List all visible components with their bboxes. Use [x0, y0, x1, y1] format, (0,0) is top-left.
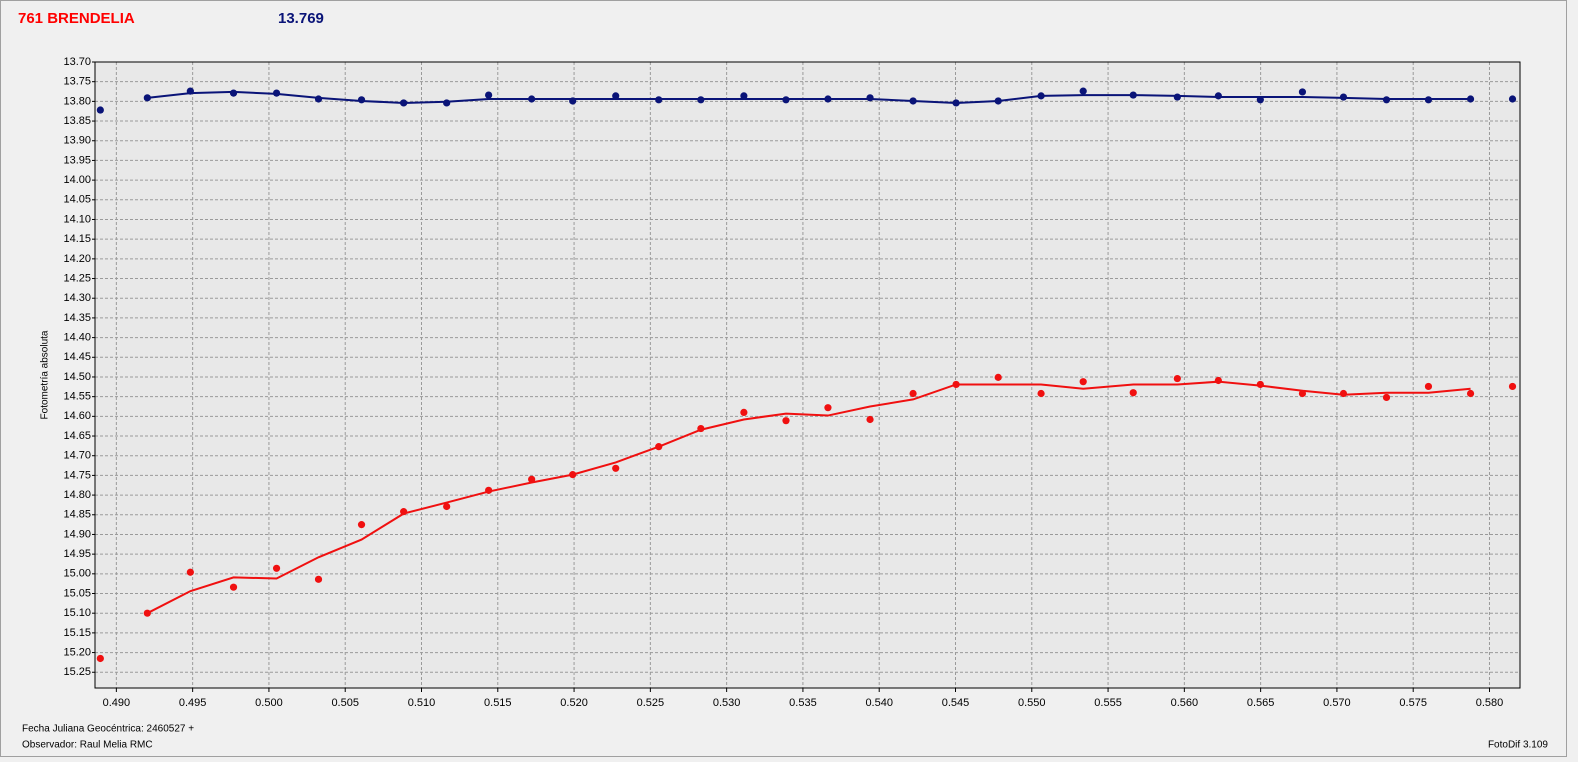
x-tick-label: 0.555: [1094, 697, 1122, 709]
y-tick-label: 15.10: [63, 607, 91, 619]
y-tick-label: 14.40: [63, 332, 91, 344]
data-point: [1173, 93, 1181, 101]
y-tick-label: 13.85: [63, 115, 91, 127]
x-tick-label: 0.550: [1018, 697, 1046, 709]
data-point: [272, 564, 281, 572]
y-tick-label: 14.65: [63, 430, 91, 442]
chart-title: 761 BRENDELIA: [18, 10, 135, 27]
x-tick-label: 0.560: [1171, 697, 1199, 709]
data-point: [143, 609, 151, 617]
data-point: [1079, 87, 1087, 95]
data-point: [1037, 389, 1045, 398]
x-tick-label: 0.520: [560, 697, 588, 709]
y-tick-label: 13.75: [63, 76, 91, 88]
y-tick-label: 15.20: [63, 646, 91, 658]
data-point: [443, 99, 451, 107]
x-tick-label: 0.570: [1323, 697, 1351, 709]
data-point: [229, 89, 238, 97]
y-tick-label: 14.60: [63, 410, 91, 422]
y-tick-label: 14.55: [63, 391, 91, 403]
x-tick-label: 0.530: [713, 697, 741, 709]
data-point: [229, 583, 238, 591]
data-point: [866, 94, 874, 102]
data-point: [357, 521, 366, 529]
x-tick-label: 0.540: [865, 697, 893, 709]
y-tick-label: 14.85: [63, 509, 91, 521]
x-tick-label: 0.505: [331, 697, 359, 709]
y-tick-label: 14.75: [63, 469, 91, 481]
data-point: [1508, 95, 1517, 103]
data-point: [1382, 393, 1391, 402]
data-point: [612, 92, 620, 100]
data-point: [994, 373, 1002, 381]
data-point: [866, 415, 874, 424]
y-tick-label: 14.25: [63, 272, 91, 284]
data-point: [1466, 389, 1475, 398]
x-tick-label: 0.565: [1247, 697, 1275, 709]
y-tick-label: 13.80: [63, 95, 91, 107]
y-tick-label: 14.35: [63, 312, 91, 324]
data-point: [485, 91, 493, 99]
x-tick-label: 0.535: [789, 697, 817, 709]
y-tick-label: 14.10: [63, 213, 91, 225]
data-point: [782, 417, 790, 425]
magnitude: 13.769: [278, 10, 324, 27]
observer: Observador: Raul Melia RMC: [22, 740, 153, 751]
data-point: [96, 654, 104, 663]
data-point: [909, 389, 917, 398]
series-line: [146, 380, 1471, 615]
y-tick-label: 15.25: [63, 666, 91, 678]
y-tick-label: 14.30: [63, 292, 91, 304]
series-line: [147, 90, 1471, 104]
y-tick-label: 15.15: [63, 627, 91, 639]
y-tick-label: 14.90: [63, 528, 91, 540]
y-tick-label: 13.90: [63, 135, 91, 147]
y-tick-label: 13.70: [63, 56, 91, 68]
y-tick-label: 14.20: [63, 253, 91, 265]
data-point: [740, 408, 748, 417]
x-tick-label: 0.580: [1476, 697, 1504, 709]
data-point: [314, 575, 323, 583]
y-tick-label: 14.50: [63, 371, 91, 383]
x-tick-label: 0.500: [255, 697, 283, 709]
y-tick-label: 14.95: [63, 548, 91, 560]
data-point: [612, 464, 620, 472]
x-tick-label: 0.525: [637, 697, 665, 709]
data-point: [824, 404, 832, 412]
data-point: [1214, 376, 1222, 385]
data-point: [186, 568, 194, 576]
y-tick-label: 15.05: [63, 587, 91, 599]
y-tick-label: 14.00: [63, 174, 91, 186]
plot-area: [95, 62, 1520, 688]
data-point: [1214, 92, 1222, 100]
x-axis-title: Fecha Juliana Geocéntrica: 2460527 +: [22, 724, 194, 735]
data-point: [1424, 382, 1433, 391]
data-point: [1173, 374, 1181, 383]
data-point: [1508, 382, 1517, 391]
x-tick-label: 0.495: [179, 697, 207, 709]
data-point: [1079, 378, 1087, 386]
y-tick-label: 14.05: [63, 194, 91, 206]
data-point: [740, 92, 748, 100]
data-point: [443, 502, 451, 511]
x-tick-label: 0.490: [103, 697, 131, 709]
x-tick-label: 0.545: [942, 697, 970, 709]
x-tick-label: 0.510: [408, 697, 436, 709]
data-point: [1298, 88, 1307, 96]
software: FotoDif 3.109: [1488, 740, 1548, 751]
y-tick-label: 14.80: [63, 489, 91, 501]
y-tick-label: 13.95: [63, 154, 91, 166]
data-point: [1129, 389, 1137, 397]
x-tick-label: 0.575: [1399, 697, 1427, 709]
y-tick-label: 14.45: [63, 351, 91, 363]
y-tick-label: 14.15: [63, 233, 91, 245]
data-point: [96, 106, 104, 114]
y-axis-title: Fotometría absoluta: [40, 330, 51, 419]
x-tick-label: 0.515: [484, 697, 512, 709]
plot-border: [94, 61, 1521, 689]
y-tick-label: 15.00: [63, 568, 91, 580]
y-tick-label: 14.70: [63, 450, 91, 462]
